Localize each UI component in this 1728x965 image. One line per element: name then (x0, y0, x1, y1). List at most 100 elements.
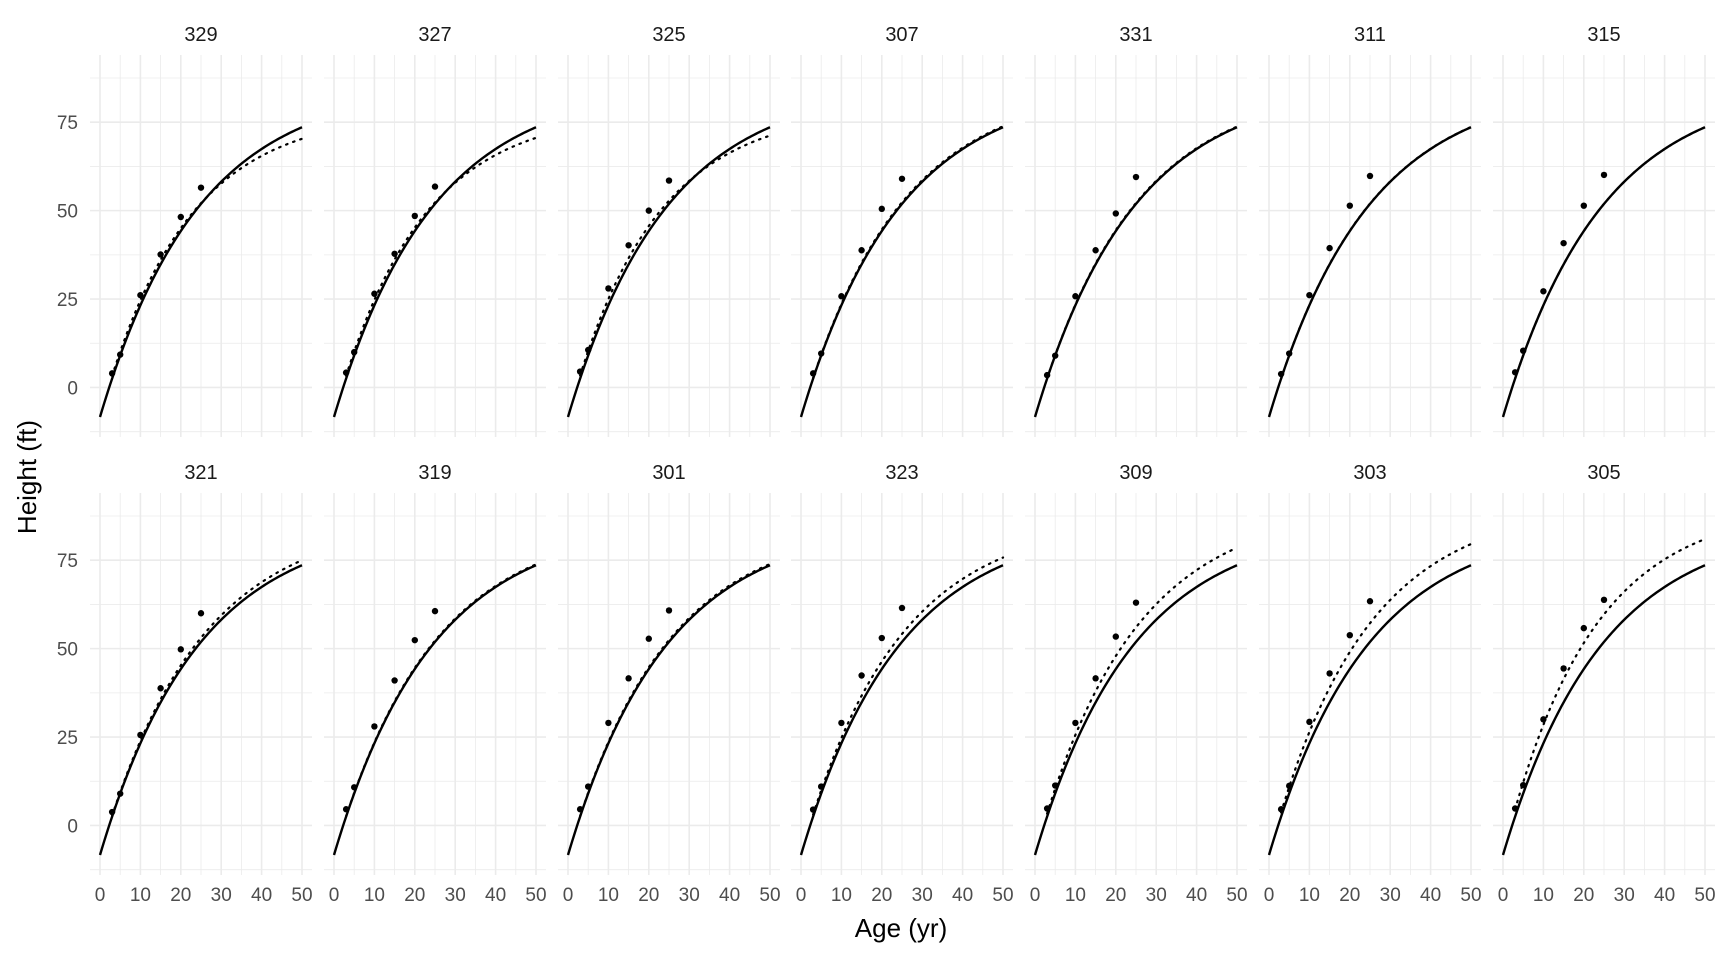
x-tick-label: 40 (1654, 885, 1675, 906)
facet-panel-327: 327 (324, 24, 546, 437)
data-point (1520, 781, 1527, 789)
data-point (1366, 598, 1374, 605)
data-point (137, 291, 144, 299)
data-point (371, 290, 378, 297)
x-tick-label: 20 (1339, 885, 1360, 906)
x-tick-label: 10 (598, 885, 619, 906)
data-point (585, 346, 592, 354)
x-tick-label: 0 (95, 885, 106, 906)
data-point (1511, 369, 1519, 376)
data-point (351, 348, 358, 356)
data-point (177, 213, 184, 221)
y-tick-label: 75 (57, 551, 78, 572)
data-point (1600, 596, 1608, 604)
facet-label: 315 (1587, 24, 1620, 46)
data-point (1286, 350, 1293, 357)
data-point (157, 685, 164, 692)
x-tick-label: 0 (329, 885, 340, 906)
x-axis-title: Age (yr) (855, 913, 947, 943)
y-axis-title: Height (ft) (12, 420, 42, 534)
data-point (137, 731, 144, 739)
data-point (108, 808, 116, 816)
data-point (878, 634, 885, 642)
data-point (838, 719, 845, 727)
data-point (1346, 631, 1354, 639)
x-tick-label: 30 (679, 885, 700, 906)
data-point (371, 723, 378, 730)
data-point (1286, 782, 1293, 790)
facet-label: 311 (1354, 24, 1386, 46)
data-point (1052, 352, 1059, 359)
facet-panel-301: 301 0 10 20 30 40 50 (558, 462, 781, 906)
x-tick-label: 20 (638, 885, 659, 906)
data-point (645, 207, 652, 214)
data-point (858, 247, 865, 254)
facet-label: 327 (418, 24, 451, 46)
individual-curve (345, 136, 538, 377)
data-point (878, 205, 885, 213)
data-point (1052, 782, 1059, 789)
facet-label: 309 (1119, 462, 1152, 484)
individual-curve (111, 559, 304, 817)
x-tick-label: 50 (759, 885, 780, 906)
data-point (1092, 675, 1099, 682)
data-point (605, 719, 612, 727)
facet-label: 307 (885, 24, 918, 46)
x-tick-label: 30 (445, 885, 466, 906)
data-point (1043, 371, 1051, 379)
x-tick-label: 10 (1065, 885, 1086, 906)
x-tick-label: 30 (1146, 885, 1167, 906)
data-point (411, 636, 418, 644)
facet-label: 323 (885, 462, 918, 484)
data-point (1072, 293, 1079, 300)
facet-panel-309: 309 0 10 20 30 40 50 (1025, 462, 1248, 906)
data-point (177, 646, 184, 653)
data-point (576, 806, 584, 813)
facet-label: 319 (418, 462, 451, 484)
data-point (898, 175, 906, 182)
data-point (1092, 247, 1099, 254)
data-point (818, 783, 825, 790)
x-tick-label: 50 (992, 885, 1013, 906)
facet-label: 325 (652, 24, 685, 46)
data-point (1306, 291, 1313, 299)
data-point (342, 806, 350, 813)
data-point (1277, 370, 1285, 378)
data-point (585, 783, 592, 790)
data-point (431, 183, 439, 190)
x-tick-label: 50 (1226, 885, 1247, 906)
x-tick-label: 50 (291, 885, 312, 906)
x-tick-label: 40 (251, 885, 272, 906)
data-point (411, 212, 418, 220)
population-curve (1267, 564, 1472, 856)
data-point (625, 675, 632, 682)
data-point (809, 370, 817, 377)
data-point (665, 177, 673, 184)
data-point (391, 250, 398, 257)
x-tick-label: 10 (1533, 885, 1554, 906)
data-point (838, 293, 845, 300)
data-point (818, 350, 825, 357)
facet-panel-331: 331 (1025, 24, 1247, 437)
data-point (665, 607, 673, 614)
population-curve (799, 564, 1004, 856)
data-point (576, 368, 584, 375)
facet-panel-319: 319 0 10 20 30 40 50 (324, 462, 547, 906)
x-tick-label: 0 (1498, 885, 1509, 906)
data-point (1560, 665, 1567, 672)
x-tick-label: 20 (1105, 885, 1126, 906)
x-tick-label: 50 (525, 885, 546, 906)
x-tick-label: 0 (1030, 885, 1041, 906)
y-tick-label: 0 (67, 816, 78, 837)
data-point (1346, 202, 1354, 209)
data-point (1112, 633, 1120, 640)
data-point (1326, 670, 1333, 677)
data-point (1580, 202, 1588, 209)
facet-panel-303: 303 0 10 20 30 40 50 (1259, 462, 1482, 906)
individual-curve (579, 134, 772, 377)
x-tick-label: 40 (1186, 885, 1207, 906)
data-point (605, 285, 612, 292)
facet-panel-305: 305 0 10 20 30 40 50 (1493, 462, 1716, 906)
